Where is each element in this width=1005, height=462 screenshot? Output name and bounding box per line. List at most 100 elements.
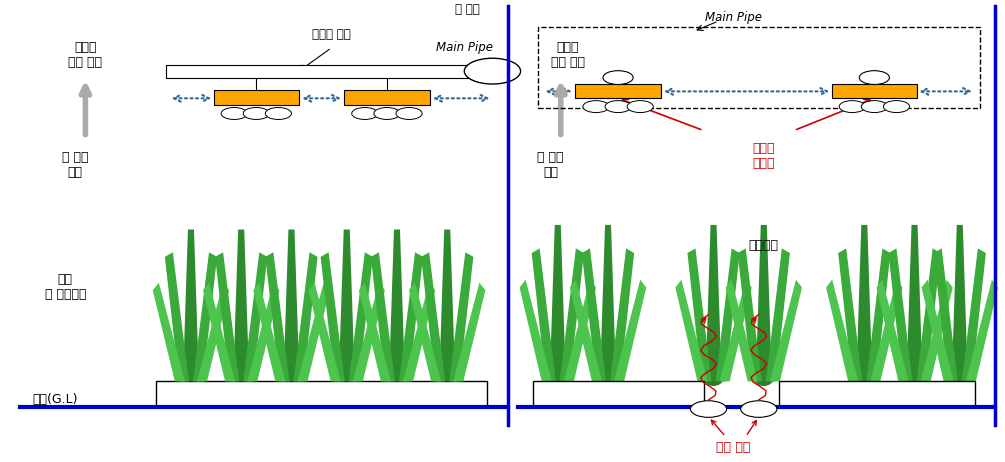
Polygon shape [922,280,954,382]
Circle shape [374,108,400,120]
Polygon shape [921,280,953,382]
Polygon shape [720,280,752,382]
Polygon shape [233,230,249,382]
Circle shape [265,108,291,120]
Polygon shape [934,249,958,382]
Circle shape [839,101,865,113]
Circle shape [352,108,378,120]
Polygon shape [243,252,267,382]
Text: 키 높이
고려: 키 높이 고려 [538,151,564,179]
Polygon shape [766,249,790,382]
Ellipse shape [752,359,776,386]
Polygon shape [888,249,913,382]
Polygon shape [570,280,602,382]
Polygon shape [687,249,712,382]
Circle shape [243,108,269,120]
Polygon shape [353,283,385,382]
FancyBboxPatch shape [156,382,487,407]
Ellipse shape [902,359,928,386]
Text: Main Pipe: Main Pipe [706,11,762,24]
FancyBboxPatch shape [533,382,703,407]
Text: 수형형
팬코일: 수형형 팬코일 [753,142,775,170]
Polygon shape [439,230,455,382]
Circle shape [464,58,521,84]
Circle shape [861,101,887,113]
Ellipse shape [947,359,973,386]
Circle shape [605,101,631,113]
Circle shape [396,108,422,120]
Polygon shape [247,283,279,382]
Polygon shape [389,230,405,382]
Polygon shape [349,252,373,382]
Polygon shape [520,280,552,382]
Polygon shape [560,249,584,382]
Polygon shape [283,230,299,382]
Ellipse shape [435,359,460,386]
Polygon shape [449,252,473,382]
FancyBboxPatch shape [832,84,918,98]
FancyBboxPatch shape [779,382,975,407]
Text: 내측
주 작업통로: 내측 주 작업통로 [44,273,86,301]
Polygon shape [716,249,740,382]
Polygon shape [265,252,289,382]
Text: 지면(G.L): 지면(G.L) [32,393,78,407]
Polygon shape [706,225,722,382]
Circle shape [741,401,777,417]
Polygon shape [876,280,909,382]
Ellipse shape [546,359,571,386]
Polygon shape [403,283,435,382]
Polygon shape [770,280,802,382]
Circle shape [221,108,247,120]
Polygon shape [339,230,355,382]
Polygon shape [399,252,423,382]
Text: 작업통로: 작업통로 [749,239,779,252]
Polygon shape [866,249,890,382]
Ellipse shape [229,359,253,386]
FancyBboxPatch shape [214,91,299,105]
Polygon shape [826,280,858,382]
Polygon shape [193,252,217,382]
Polygon shape [453,283,485,382]
Polygon shape [756,225,772,382]
Polygon shape [907,225,923,382]
Polygon shape [183,230,199,382]
FancyBboxPatch shape [575,84,661,98]
Polygon shape [952,225,968,382]
Polygon shape [614,280,646,382]
Polygon shape [738,249,762,382]
Text: 상부로
높이 조절: 상부로 높이 조절 [68,41,103,68]
Circle shape [627,101,653,113]
Polygon shape [966,280,998,382]
FancyBboxPatch shape [345,91,430,105]
Polygon shape [564,280,596,382]
Polygon shape [582,249,606,382]
Polygon shape [215,252,239,382]
Polygon shape [726,280,758,382]
Polygon shape [917,249,941,382]
Polygon shape [962,249,986,382]
Polygon shape [870,280,902,382]
Text: 튜브 난방: 튜브 난방 [717,441,751,454]
Polygon shape [197,283,229,382]
Polygon shape [600,225,616,382]
Ellipse shape [701,359,726,386]
Circle shape [603,71,633,85]
Polygon shape [409,283,441,382]
Ellipse shape [385,359,410,386]
Circle shape [859,71,889,85]
Ellipse shape [595,359,621,386]
Ellipse shape [852,359,876,386]
Polygon shape [838,249,862,382]
Polygon shape [359,283,391,382]
Text: 키 높이
고려: 키 높이 고려 [62,151,88,179]
Polygon shape [253,283,285,382]
Polygon shape [421,252,445,382]
Polygon shape [610,249,634,382]
Circle shape [883,101,910,113]
Polygon shape [297,283,330,382]
Ellipse shape [179,359,204,386]
Ellipse shape [334,359,360,386]
Polygon shape [856,225,872,382]
Polygon shape [165,252,189,382]
Polygon shape [675,280,708,382]
